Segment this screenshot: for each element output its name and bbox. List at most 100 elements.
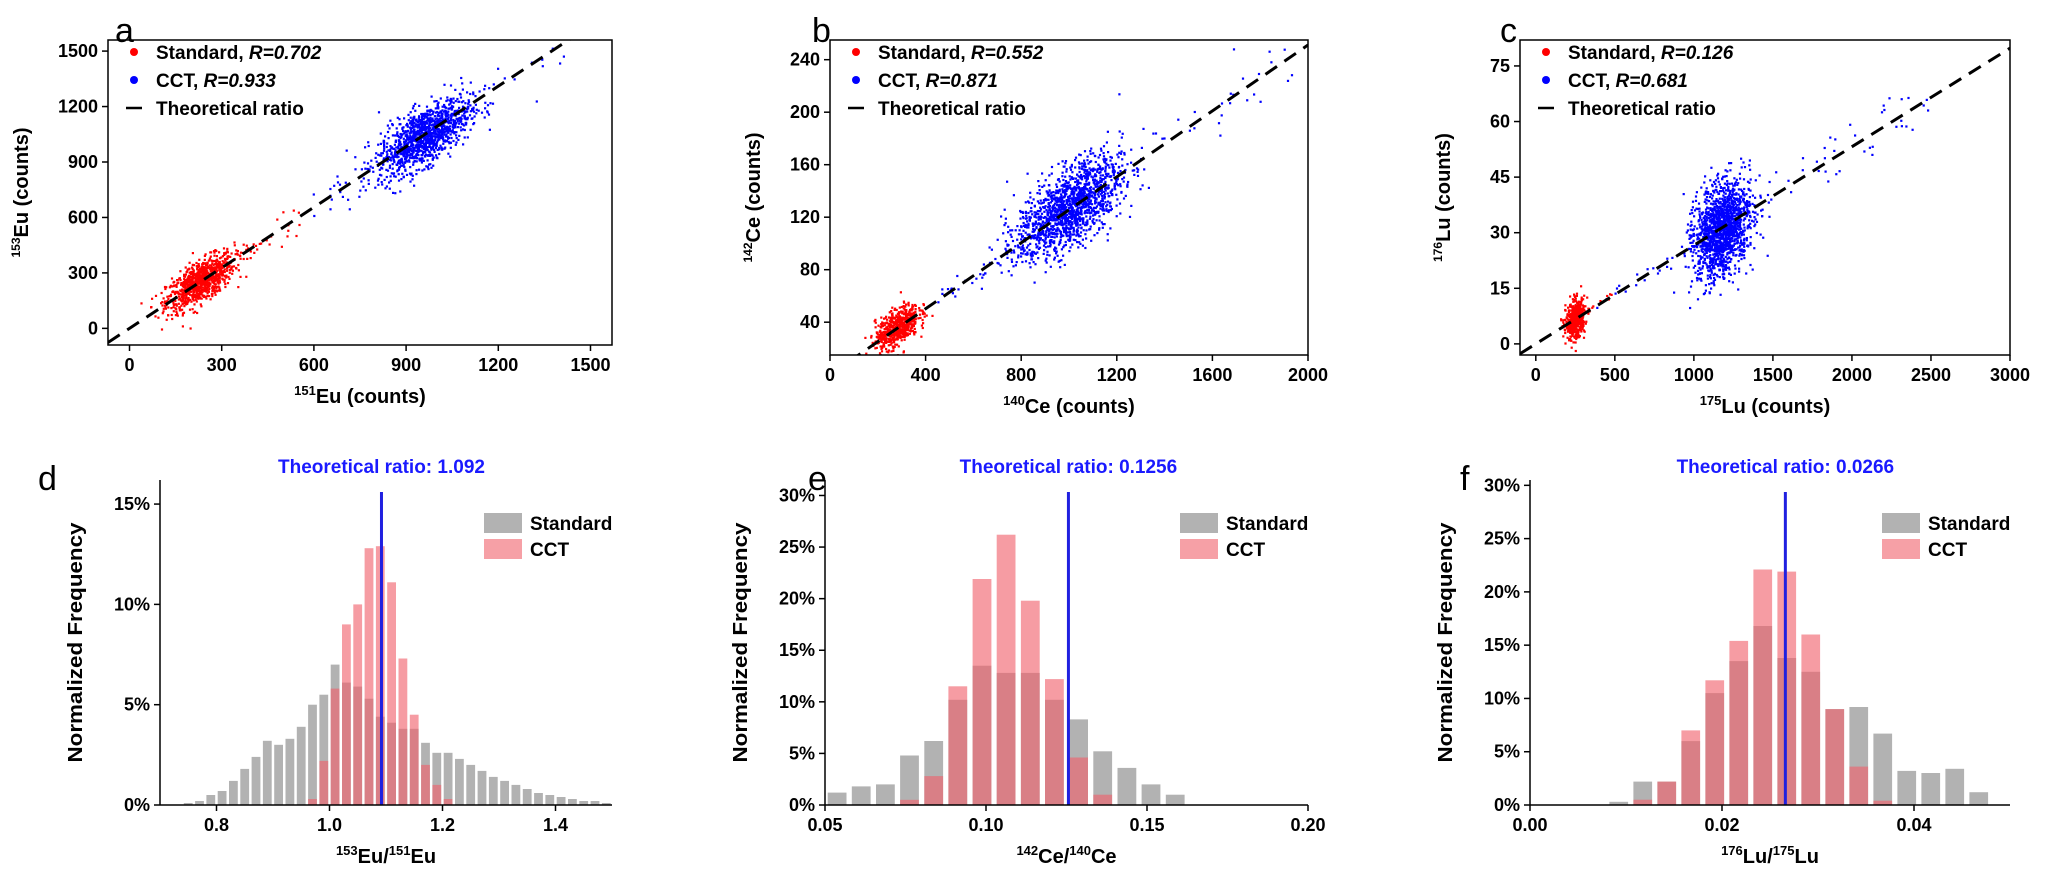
scatter-point — [1061, 196, 1064, 199]
scatter-point — [393, 134, 396, 137]
scatter-point — [892, 332, 895, 336]
scatter-point — [172, 281, 175, 284]
scatter-point — [410, 172, 413, 175]
scatter-point — [1081, 165, 1084, 168]
scatter-point — [1574, 308, 1578, 311]
scatter-point — [237, 269, 240, 272]
scatter-point — [1066, 231, 1070, 234]
scatter-point — [898, 327, 901, 331]
x-tick-label: 900 — [391, 355, 421, 375]
x-axis-label-main: Ce (counts) — [1025, 396, 1135, 418]
scatter-point — [1038, 242, 1041, 245]
scatter-point — [1100, 221, 1103, 224]
scatter-point — [1569, 313, 1572, 316]
scatter-point — [1101, 195, 1104, 198]
scatter-point — [1108, 166, 1111, 169]
scatter-point — [1087, 174, 1090, 177]
scatter-point — [228, 269, 231, 272]
scatter-point — [1109, 190, 1112, 193]
scatter-point — [183, 282, 186, 285]
scatter-point — [892, 324, 895, 327]
scatter-point — [427, 114, 430, 117]
series-standard — [1560, 285, 1613, 353]
scatter-point — [1090, 195, 1093, 198]
scatter-point — [1042, 252, 1045, 255]
scatter-point — [1091, 221, 1094, 224]
scatter-point — [193, 303, 196, 306]
scatter-point — [404, 169, 407, 172]
scatter-point — [890, 317, 894, 320]
scatter-point — [1193, 127, 1196, 130]
scatter-point — [172, 285, 175, 288]
scatter-point — [185, 302, 189, 305]
scatter-point — [1101, 223, 1104, 226]
scatter-point — [1571, 298, 1574, 301]
scatter-point — [1051, 216, 1054, 219]
scatter-point — [1076, 173, 1079, 176]
scatter-point — [453, 131, 456, 134]
scatter-point — [421, 169, 424, 172]
scatter-point — [899, 291, 902, 294]
scatter-point — [1576, 304, 1579, 308]
scatter-point — [1055, 191, 1058, 194]
scatter-point — [1109, 209, 1112, 212]
scatter-point — [1055, 185, 1059, 188]
scatter-point — [1078, 206, 1081, 209]
scatter-point — [1061, 202, 1064, 205]
scatter-point — [160, 328, 164, 331]
scatter-point — [417, 147, 420, 150]
scatter-point — [486, 104, 490, 107]
scatter-point — [1012, 249, 1015, 252]
scatter-point — [366, 162, 370, 165]
scatter-point — [1106, 187, 1109, 190]
scatter-point — [413, 149, 416, 152]
scatter-point — [425, 116, 428, 119]
scatter-point — [1107, 151, 1110, 154]
scatter-point — [1573, 293, 1576, 296]
scatter-point — [1028, 248, 1031, 252]
scatter-point — [174, 314, 177, 317]
scatter-point — [1042, 223, 1045, 226]
scatter-point — [388, 187, 391, 190]
scatter-point — [1109, 159, 1112, 162]
scatter-point — [1075, 230, 1078, 233]
scatter-point — [880, 316, 883, 319]
scatter-point — [1052, 208, 1055, 211]
scatter-point — [902, 305, 905, 308]
scatter-point — [1073, 214, 1076, 217]
scatter-point — [187, 274, 190, 278]
scatter-point — [1080, 189, 1083, 192]
scatter-point — [1581, 328, 1584, 331]
scatter-point — [378, 154, 381, 157]
scatter-point — [1575, 337, 1578, 341]
scatter-point — [1270, 61, 1273, 64]
scatter-point — [207, 259, 210, 262]
scatter-point — [1086, 211, 1089, 214]
scatter-point — [1048, 174, 1051, 177]
scatter-point — [1002, 232, 1005, 235]
scatter-point — [209, 264, 213, 267]
scatter-point — [1579, 324, 1582, 327]
scatter-point — [1118, 202, 1122, 205]
scatter-point — [883, 340, 887, 343]
scatter-point — [399, 133, 402, 136]
scatter-point — [164, 300, 167, 303]
scatter-point — [895, 308, 898, 312]
scatter-point — [1574, 295, 1577, 299]
scatter-point — [1064, 194, 1067, 197]
scatter-point — [513, 78, 516, 81]
scatter-point — [461, 105, 465, 108]
scatter-point — [1109, 191, 1112, 194]
scatter-point — [180, 295, 183, 299]
scatter-point — [903, 335, 906, 339]
scatter-point — [204, 266, 208, 269]
scatter-point — [1087, 171, 1090, 174]
scatter-point — [1577, 320, 1580, 323]
scatter-point — [1049, 222, 1052, 225]
scatter-point — [1566, 327, 1569, 330]
scatter-point — [1055, 189, 1058, 192]
scatter-point — [1099, 204, 1102, 208]
scatter-point — [1114, 188, 1117, 191]
scatter-point — [1110, 163, 1113, 166]
